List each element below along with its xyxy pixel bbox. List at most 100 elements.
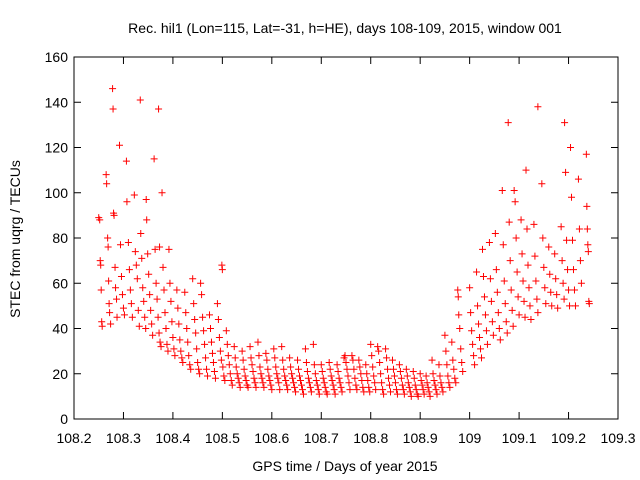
data-point <box>557 223 565 231</box>
data-point <box>141 313 149 321</box>
data-point <box>148 320 156 328</box>
data-point <box>236 383 244 391</box>
data-point <box>187 365 195 373</box>
x-tick-label: 109.1 <box>502 430 537 446</box>
data-point <box>314 386 322 394</box>
data-point <box>360 388 368 396</box>
data-point <box>395 361 403 369</box>
data-point <box>298 386 306 394</box>
data-point <box>242 377 250 385</box>
data-point <box>113 295 121 303</box>
data-point <box>422 372 430 380</box>
data-point <box>398 381 406 389</box>
data-point <box>218 266 226 274</box>
data-point <box>292 388 300 396</box>
data-point <box>498 186 506 194</box>
data-point <box>344 372 352 380</box>
data-point <box>504 119 512 127</box>
data-point <box>442 347 450 355</box>
data-point <box>575 225 583 233</box>
data-point <box>177 347 185 355</box>
data-point <box>399 386 407 394</box>
data-point <box>183 325 191 332</box>
data-point <box>288 370 296 378</box>
data-point <box>297 381 305 389</box>
data-point <box>239 356 247 364</box>
data-point <box>112 284 120 292</box>
data-point <box>475 320 483 328</box>
data-point <box>169 334 177 342</box>
data-point <box>302 358 310 366</box>
data-point <box>577 279 585 287</box>
data-point <box>266 377 274 385</box>
data-point <box>206 325 214 332</box>
data-point <box>376 358 384 366</box>
data-point <box>270 345 278 353</box>
x-axis: 108.2 108.3 108.4 108.5 108.6 108.7 108.8 108.9… <box>56 57 636 446</box>
data-point <box>309 340 317 348</box>
data-point <box>444 372 452 380</box>
data-point <box>286 354 294 362</box>
data-point <box>334 367 342 375</box>
data-point <box>317 361 325 369</box>
data-point <box>562 168 570 176</box>
data-point <box>454 286 462 294</box>
data-point <box>115 141 123 149</box>
data-point <box>530 220 538 228</box>
data-point <box>426 392 434 400</box>
data-point <box>135 322 143 330</box>
data-point <box>295 365 303 373</box>
data-point <box>194 358 202 366</box>
data-point <box>435 361 443 369</box>
y-axis: 0 20 40 60 80 100 120 140 160 <box>45 49 618 427</box>
data-point <box>513 268 521 276</box>
data-point <box>207 338 215 346</box>
data-point <box>405 383 413 391</box>
data-point <box>195 365 203 373</box>
data-point <box>416 370 424 378</box>
data-point <box>151 245 159 253</box>
data-point <box>345 379 353 387</box>
data-point <box>483 340 491 348</box>
data-point <box>486 275 494 283</box>
data-point <box>358 377 366 385</box>
data-point <box>276 386 284 394</box>
data-point <box>474 302 482 310</box>
data-point <box>437 379 445 387</box>
x-tick-label: 109 <box>458 430 482 446</box>
data-point <box>402 365 410 373</box>
data-point <box>342 358 350 366</box>
data-point <box>540 263 548 271</box>
data-point <box>363 370 371 378</box>
data-point <box>105 300 113 308</box>
data-point <box>265 372 273 380</box>
data-point <box>109 85 117 93</box>
data-point <box>546 270 554 278</box>
data-point <box>431 381 439 389</box>
data-point <box>133 275 141 283</box>
data-point <box>362 361 370 369</box>
data-point <box>256 363 264 371</box>
data-point <box>456 325 464 332</box>
data-point <box>220 372 228 380</box>
data-point <box>279 356 287 364</box>
data-point <box>163 340 171 348</box>
data-point <box>404 379 412 387</box>
data-point <box>144 250 152 258</box>
data-point <box>505 218 513 226</box>
data-point <box>449 356 457 364</box>
data-point <box>204 372 212 380</box>
data-point <box>209 358 217 366</box>
data-point <box>407 392 415 400</box>
data-point <box>503 329 511 337</box>
data-point <box>375 347 383 355</box>
data-point <box>331 390 339 398</box>
data-point <box>202 354 210 362</box>
x-tick-label: 108.5 <box>205 430 240 446</box>
data-point <box>318 367 326 375</box>
data-point <box>531 252 539 260</box>
data-point <box>355 356 363 364</box>
data-point <box>153 295 161 303</box>
data-point <box>184 338 192 346</box>
data-point <box>179 358 187 366</box>
